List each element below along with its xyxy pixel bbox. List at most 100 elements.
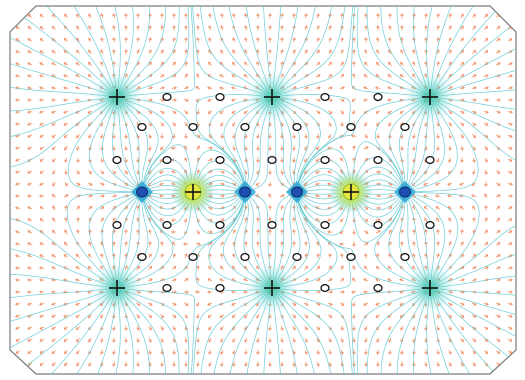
field-arrow [328,361,332,367]
field-arrow [327,218,333,222]
field-arrow [448,13,452,19]
field-arrow [63,122,69,126]
field-arrow [460,133,464,139]
field-arrow [15,338,21,342]
field-arrow [124,349,128,355]
field-arrow [448,253,452,259]
field-line [10,6,115,95]
plus-cross-icon [264,89,280,105]
field-arrow [27,254,33,258]
field-arrow [184,157,188,163]
field-arrow [459,194,465,198]
field-arrow [256,49,260,55]
field-arrow [255,182,260,186]
plus-cross-icon [422,280,438,296]
field-arrow [256,229,260,235]
field-arrow [171,206,177,210]
field-arrow [159,98,165,102]
field-arrow [184,25,188,31]
field-arrow [39,302,45,306]
field-arrow [52,229,56,234]
field-arrow [327,302,333,306]
field-arrow [231,74,237,78]
field-arrow [184,121,188,127]
field-arrow [507,170,513,174]
field-arrow [340,73,345,78]
ring-marker-icon [188,252,198,262]
field-arrow [459,86,465,90]
field-arrow [327,230,333,234]
field-arrow [159,218,165,222]
field-arrow [231,290,237,294]
field-arrow [159,74,165,78]
field-arrow [184,133,188,139]
field-arrow [136,13,140,19]
field-arrow [51,362,56,367]
field-line [142,144,193,190]
field-arrow [364,325,368,331]
ring-marker-icon [162,155,172,165]
field-arrow [436,61,440,67]
field-arrow [328,265,332,271]
field-arrow [460,229,464,235]
field-arrow [375,170,381,174]
field-arrow [483,314,489,318]
field-arrow [364,133,368,139]
field-arrow [159,86,165,90]
field-arrow [184,61,188,67]
field-arrow [507,278,513,282]
field-arrow [184,49,188,55]
field-arrow [220,337,224,343]
field-arrow [268,169,272,175]
field-arrow [27,50,33,54]
field-arrow [484,145,488,151]
ring-marker-icon [400,122,410,132]
field-arrow [39,38,45,42]
field-arrow [304,49,308,55]
field-arrow [340,61,344,67]
field-arrow [27,134,33,138]
field-arrow [244,217,248,223]
field-arrow [64,362,68,367]
field-arrow [315,218,321,222]
field-arrow [495,302,501,306]
field-arrow [39,338,45,342]
field-arrow [87,194,93,198]
field-arrow [399,302,405,306]
field-arrow [63,74,69,78]
field-arrow [340,253,344,259]
field-arrow [316,326,320,331]
field-arrow [63,134,68,139]
field-arrow [112,13,116,19]
field-arrow [495,254,501,258]
field-arrow [352,265,356,271]
field-arrow [195,86,201,90]
field-arrow [15,230,21,234]
field-arrow [315,158,321,162]
field-arrow [100,49,104,55]
field-arrow [495,98,501,102]
field-arrow [196,109,200,115]
field-arrow [243,86,249,90]
field-arrow [27,74,33,78]
field-arrow [184,361,188,367]
field-arrow [448,229,452,235]
field-arrow [268,205,272,211]
field-arrow [27,266,33,270]
field-arrow [471,278,477,282]
field-arrow [363,265,368,270]
field-arrow [388,61,392,66]
field-arrow [51,134,57,138]
field-arrow [388,337,392,343]
field-arrow [87,110,93,114]
field-arrow [148,133,152,139]
blue-diamond-icon [131,181,153,203]
field-arrow [112,133,116,139]
field-line [120,6,190,97]
field-arrow [388,229,392,235]
field-arrow [256,241,260,247]
field-arrow [171,98,177,102]
field-arrow [447,182,453,186]
field-arrow [256,313,260,319]
field-arrow [15,62,21,66]
